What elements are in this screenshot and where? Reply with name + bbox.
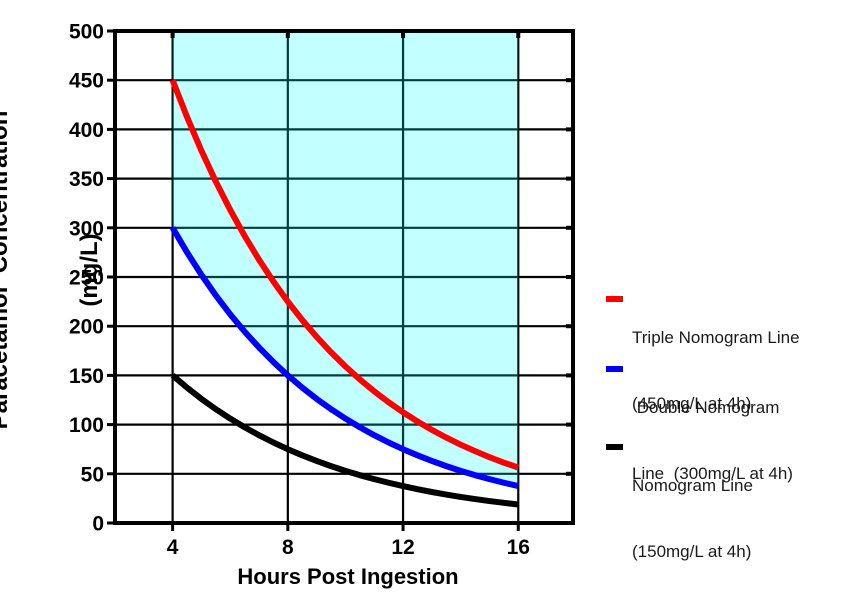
curve-triple-nomogram-line-450mg-l-at-4h (169, 79, 520, 471)
y-axis-title-line1: Paracetamol Concentration (0, 110, 13, 430)
ytick-label-500: 500 (69, 21, 104, 44)
ytick-label-200: 200 (69, 316, 104, 339)
ytick-label-300: 300 (69, 217, 104, 240)
treatment-zone-shading (172, 31, 519, 487)
ytick-label-350: 350 (69, 168, 104, 191)
ytick-label-150: 150 (69, 365, 104, 388)
ytick-label-100: 100 (69, 414, 104, 437)
ytick-label-0: 0 (92, 513, 104, 536)
xtick-label-8: 8 (282, 536, 294, 559)
curve-double-nomogram-line-300mg-l-at-4h (170, 226, 519, 490)
y-axis-title: Paracetamol Concentration (mg/L) (0, 111, 165, 430)
ytick-label-400: 400 (69, 119, 104, 142)
ytick-label-50: 50 (81, 463, 104, 486)
y-axis-title-line2: (mg/L) (76, 233, 103, 307)
xtick-label-12: 12 (391, 536, 414, 559)
x-axis-title: Hours Post Ingestion (237, 564, 459, 589)
xtick-label-16: 16 (507, 536, 530, 559)
ytick-label-450: 450 (69, 70, 104, 93)
curve-nomogram-line-150mg-l-at-4h (170, 373, 519, 508)
xtick-label-4: 4 (167, 536, 179, 559)
ytick-label-250: 250 (69, 267, 104, 290)
